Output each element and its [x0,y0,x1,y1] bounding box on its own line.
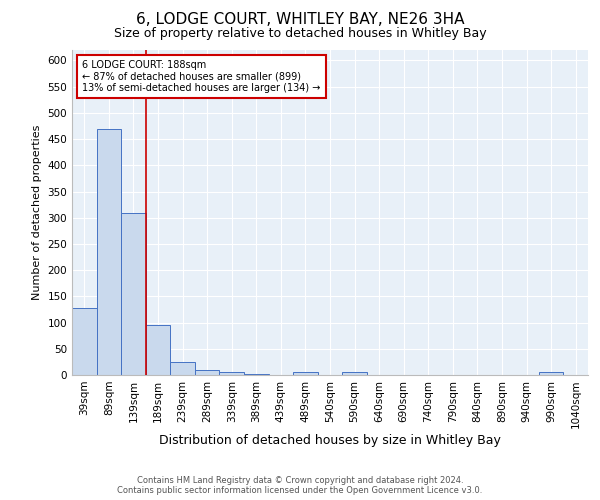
Bar [146,325,170,375]
Bar [342,372,367,375]
Text: 6 LODGE COURT: 188sqm
← 87% of detached houses are smaller (899)
13% of semi-det: 6 LODGE COURT: 188sqm ← 87% of detached … [82,60,320,93]
Bar [121,212,146,375]
Text: 6, LODGE COURT, WHITLEY BAY, NE26 3HA: 6, LODGE COURT, WHITLEY BAY, NE26 3HA [136,12,464,28]
Bar [244,374,269,375]
Bar [72,308,97,375]
Y-axis label: Number of detached properties: Number of detached properties [32,125,42,300]
Text: Contains HM Land Registry data © Crown copyright and database right 2024.
Contai: Contains HM Land Registry data © Crown c… [118,476,482,495]
Bar [220,372,244,375]
Bar [539,372,563,375]
X-axis label: Distribution of detached houses by size in Whitley Bay: Distribution of detached houses by size … [159,434,501,447]
Bar [97,128,121,375]
Text: Size of property relative to detached houses in Whitley Bay: Size of property relative to detached ho… [113,28,487,40]
Bar [293,372,318,375]
Bar [170,362,195,375]
Bar [195,370,220,375]
